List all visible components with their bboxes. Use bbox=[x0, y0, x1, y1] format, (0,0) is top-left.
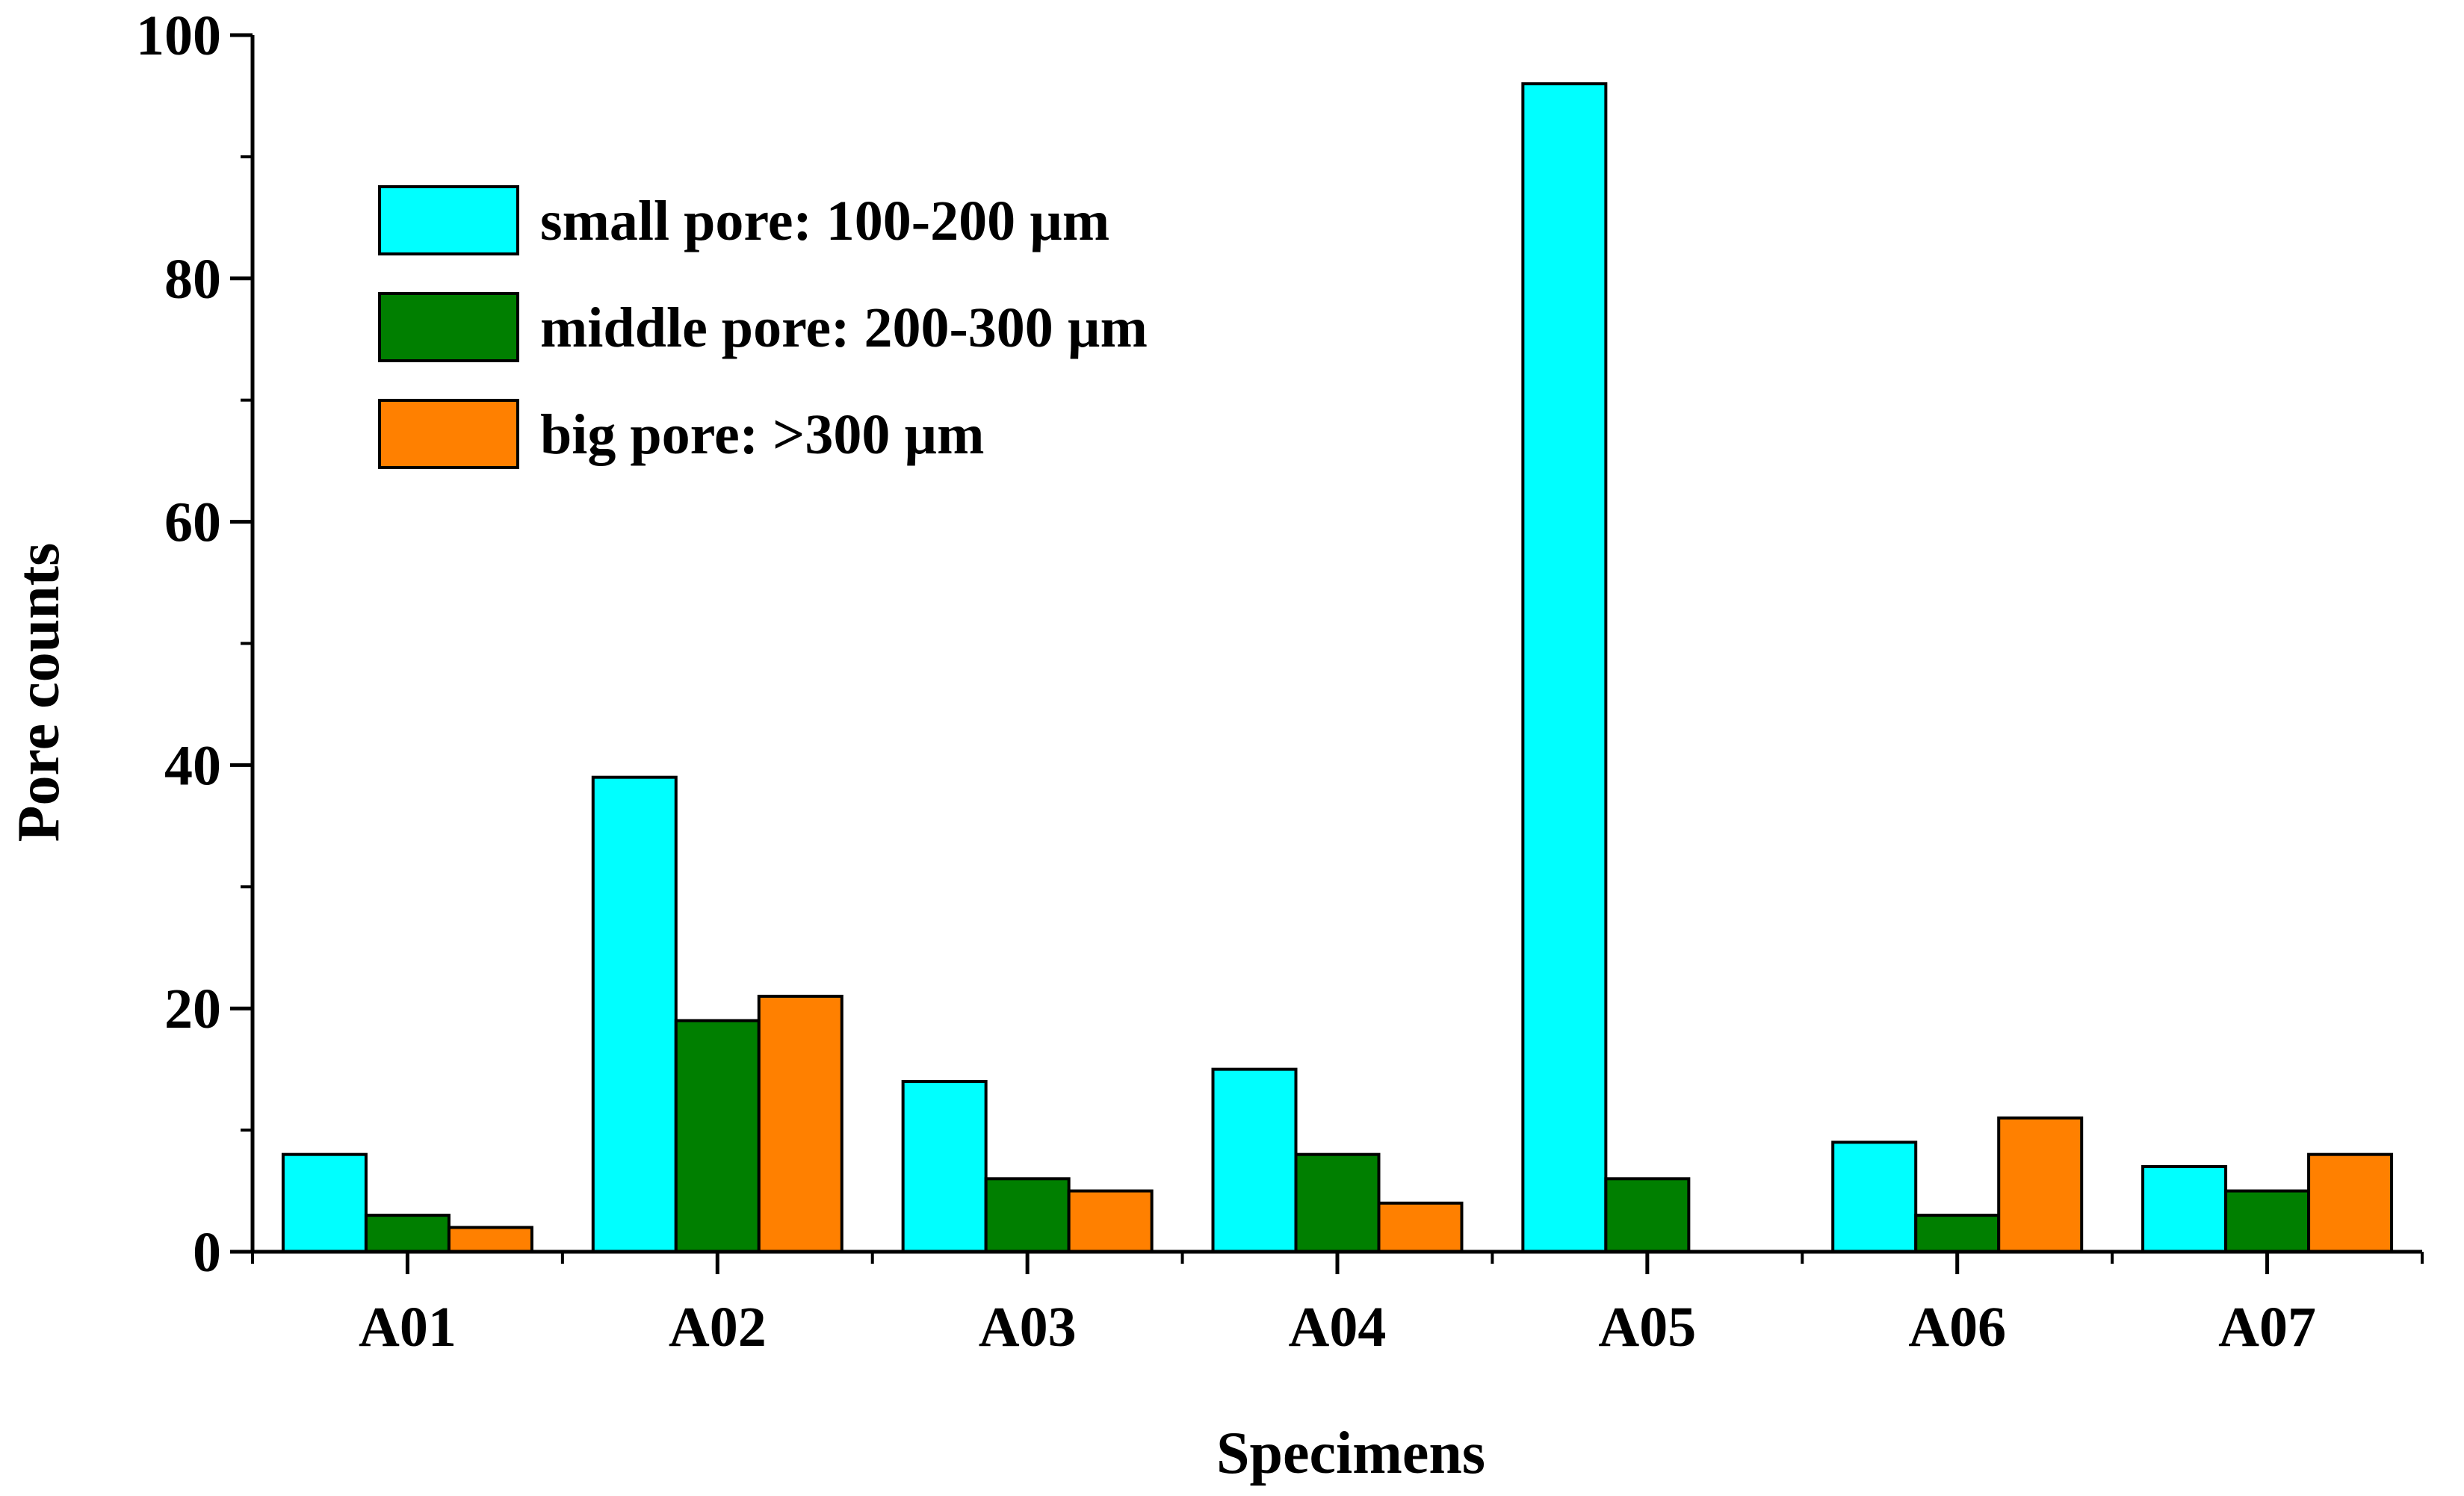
bar-a04-series-1 bbox=[1211, 1067, 1298, 1254]
bar-a01-series-3 bbox=[447, 1226, 533, 1254]
bar-a02-series-2 bbox=[674, 1019, 761, 1253]
legend-swatch-2 bbox=[378, 292, 519, 362]
legend: small pore: 100-200 µm middle pore: 200-3… bbox=[378, 185, 1148, 469]
bar-a03-series-2 bbox=[984, 1177, 1071, 1254]
y-tick-label: 100 bbox=[136, 4, 221, 67]
bar-a07-series-3 bbox=[2307, 1152, 2394, 1254]
x-tick-label: A06 bbox=[1908, 1296, 2006, 1359]
bar-a06-series-1 bbox=[1831, 1140, 1918, 1254]
legend-label-2: middle pore: 200-300 µm bbox=[540, 297, 1148, 359]
y-tick-label: 20 bbox=[164, 978, 221, 1040]
bar-a07-series-1 bbox=[2141, 1164, 2228, 1253]
legend-label-3: big pore: >300 µm bbox=[540, 403, 984, 466]
legend-label-1: small pore: 100-200 µm bbox=[540, 190, 1109, 252]
tick-group: 0 20 40 60 80 100 A01 A02 A03 A04 A05 A06 A07 bbox=[136, 4, 2424, 1359]
y-tick-label: 80 bbox=[164, 248, 221, 311]
bar-a04-series-2 bbox=[1294, 1152, 1381, 1254]
x-tick-label: A05 bbox=[1598, 1296, 1696, 1359]
x-tick-label: A04 bbox=[1289, 1296, 1387, 1359]
bar-a01-series-1 bbox=[281, 1152, 368, 1254]
bar-a06-series-3 bbox=[1997, 1116, 2084, 1254]
bar-a03-series-1 bbox=[901, 1079, 988, 1253]
bar-a03-series-3 bbox=[1067, 1189, 1154, 1254]
y-tick-label: 0 bbox=[193, 1221, 221, 1284]
x-tick-label: A07 bbox=[2218, 1296, 2316, 1359]
bar-a05-series-2 bbox=[1604, 1177, 1691, 1254]
y-tick-label: 60 bbox=[164, 491, 221, 554]
bar-a02-series-3 bbox=[757, 994, 843, 1254]
x-tick-label: A02 bbox=[669, 1296, 767, 1359]
x-tick-label: A01 bbox=[359, 1296, 456, 1359]
bar-group bbox=[281, 82, 2394, 1254]
bar-a04-series-3 bbox=[1377, 1201, 1464, 1253]
legend-swatch-1 bbox=[378, 185, 519, 255]
x-tick-label: A03 bbox=[979, 1296, 1077, 1359]
bar-a02-series-1 bbox=[591, 775, 678, 1253]
bar-a06-series-2 bbox=[1914, 1214, 2001, 1254]
y-tick-label: 40 bbox=[164, 734, 221, 797]
legend-swatch-3 bbox=[378, 399, 519, 469]
bar-a01-series-2 bbox=[364, 1214, 451, 1254]
x-axis-title: Specimens bbox=[1216, 1421, 1485, 1486]
bar-a07-series-2 bbox=[2224, 1189, 2311, 1254]
y-axis-title: Pore counts bbox=[6, 543, 72, 842]
bar-a05-series-1 bbox=[1521, 82, 1608, 1253]
